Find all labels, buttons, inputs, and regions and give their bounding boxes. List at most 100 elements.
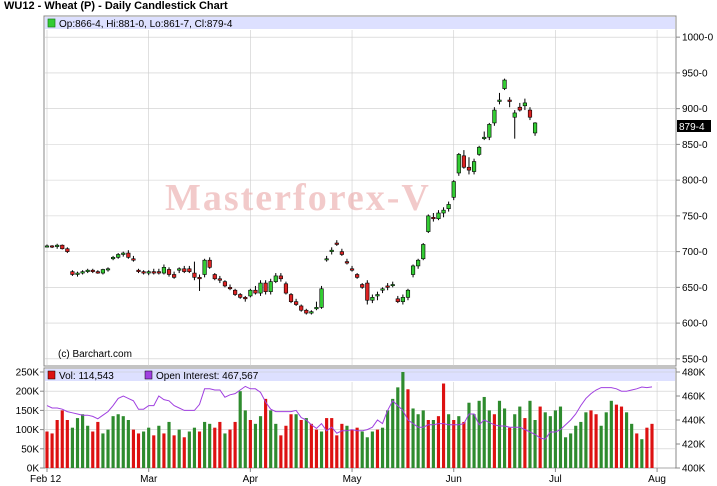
price-tick-label: 950-0 xyxy=(682,68,708,79)
volume-bar xyxy=(558,406,563,468)
volume-legend-text: Vol: 114,543 xyxy=(59,371,114,382)
volume-bar xyxy=(304,418,308,468)
volume-bar xyxy=(335,435,339,468)
volume-bar xyxy=(574,425,578,468)
volume-bar xyxy=(213,427,217,468)
x-tick-label: Mar xyxy=(140,474,158,485)
volume-bar xyxy=(167,421,171,468)
x-axis: Feb 12 Mar Apr May Jun Jul Aug xyxy=(30,468,666,485)
volume-bar xyxy=(309,423,313,468)
volume-bar xyxy=(406,389,410,468)
volume-bar xyxy=(106,429,110,468)
candle-body xyxy=(375,294,380,297)
candle-body xyxy=(329,249,334,252)
volume-bar xyxy=(75,418,80,468)
volume-bar xyxy=(45,431,49,468)
volume-bar xyxy=(599,425,603,468)
candle-body xyxy=(339,251,344,255)
volume-bar xyxy=(319,431,324,468)
candle-body xyxy=(100,269,106,274)
volume-bar xyxy=(116,414,120,468)
candle-body xyxy=(141,271,146,274)
candle-body xyxy=(416,259,421,267)
volume-bar xyxy=(589,410,593,468)
chart-title: WU12 - Wheat (P) - Daily Candlestick Cha… xyxy=(4,0,228,12)
volume-bar xyxy=(497,400,502,468)
candle-body xyxy=(192,272,197,278)
price-tick-label: 600-0 xyxy=(682,319,708,330)
volume-bar xyxy=(370,431,374,468)
candle-body xyxy=(405,289,411,298)
candle-body xyxy=(477,146,482,155)
volume-bar xyxy=(365,437,369,468)
candle-body xyxy=(121,252,126,255)
volume-bar xyxy=(147,427,151,468)
candle-body xyxy=(202,259,207,275)
volume-bar xyxy=(431,420,435,468)
open-interest-tick-label: 420K xyxy=(682,440,706,451)
volume-bar xyxy=(533,420,537,468)
volume-bar xyxy=(70,427,74,468)
volume-bar xyxy=(604,412,608,468)
volume-bar xyxy=(152,435,156,468)
copyright-label: (c) Barchart.com xyxy=(58,349,132,360)
candle-body xyxy=(126,252,131,258)
volume-bar xyxy=(375,429,380,468)
volume-bar xyxy=(426,420,430,468)
candle-body xyxy=(273,275,278,282)
open-interest-tick-label: 400K xyxy=(682,464,706,475)
candle-body xyxy=(522,102,527,107)
volume-bar xyxy=(543,412,547,468)
volume-bar xyxy=(462,421,466,468)
candle-body xyxy=(95,271,100,274)
candle-body xyxy=(278,275,283,280)
candle-body xyxy=(446,204,451,210)
candle-body xyxy=(50,245,55,248)
volume-y-ticks: 250K 200K 150K 100K 50K 0K xyxy=(16,368,44,475)
candle-body xyxy=(304,309,309,314)
price-tick-label: 650-0 xyxy=(682,283,708,294)
candle-body xyxy=(182,268,187,272)
candle-body xyxy=(288,294,294,302)
candle-body xyxy=(156,271,161,274)
volume-bar xyxy=(60,410,64,468)
open-interest-line xyxy=(46,385,653,440)
volume-bar xyxy=(650,423,654,468)
candle-body xyxy=(212,274,217,280)
candle-body xyxy=(55,244,60,247)
candle-body xyxy=(360,284,365,288)
candle-body xyxy=(136,269,141,272)
volume-bar xyxy=(502,408,507,468)
candle-body xyxy=(146,271,151,274)
volume-bar xyxy=(477,400,481,468)
volume-bar xyxy=(447,414,451,468)
volume-bar xyxy=(579,421,583,468)
volume-bar xyxy=(523,418,527,468)
candle-body xyxy=(227,287,233,290)
volume-bar xyxy=(187,431,191,468)
candle-body xyxy=(456,154,461,174)
volume-bar xyxy=(457,416,461,468)
volume-bar xyxy=(203,421,207,468)
candle-body xyxy=(344,261,350,264)
volume-tick-label: 100K xyxy=(16,425,40,436)
volume-bar xyxy=(645,427,649,468)
candle-body xyxy=(512,112,517,118)
volume-bar xyxy=(269,410,273,468)
candle-body xyxy=(426,215,431,232)
volume-bar xyxy=(126,420,130,468)
candle-body xyxy=(436,212,441,220)
candle-body xyxy=(111,257,116,260)
candle-body xyxy=(385,285,390,288)
candle-body xyxy=(299,305,304,311)
volume-bar xyxy=(131,429,136,468)
volume-bar xyxy=(91,431,95,468)
volume-bar xyxy=(360,431,364,468)
candle-body xyxy=(334,242,339,245)
candle-body xyxy=(431,217,436,220)
x-tick-label: Jun xyxy=(446,474,462,485)
candle-body xyxy=(197,277,202,280)
volume-bar xyxy=(528,400,532,468)
price-tick-label: 750-0 xyxy=(682,211,708,222)
candle-body xyxy=(517,106,522,111)
